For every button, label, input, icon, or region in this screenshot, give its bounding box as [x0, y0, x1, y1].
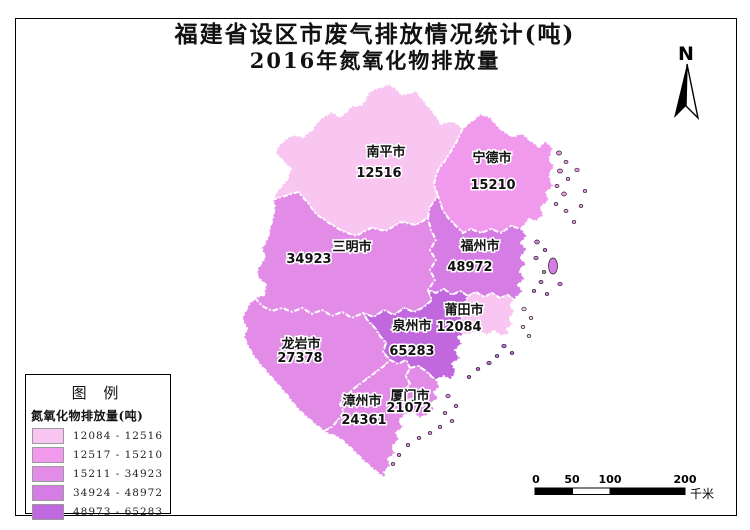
islands-fuzhou-coast — [531, 239, 563, 296]
north-arrow-label: N — [678, 43, 694, 65]
legend-subtitle: 氮氧化物排放量(吨) — [31, 409, 144, 423]
city-value-fuzhou: 48972 — [447, 260, 492, 275]
city-value-xiamen: 21072 — [386, 401, 431, 416]
scale-bar-segment-dark1 — [534, 487, 573, 495]
legend-swatch-class4 — [32, 484, 64, 501]
islands-zhangzhou-coast — [390, 393, 459, 466]
scale-tick-200: 200 — [674, 473, 697, 486]
map-subtitle: 2016年氮氧化物排放量 — [249, 48, 501, 74]
city-value-nanping: 12516 — [356, 166, 401, 181]
legend-title: 图 例 — [71, 384, 125, 402]
scale-bar: 0 50 100 200 千米 — [532, 473, 714, 501]
legend-range-class4: 34924 - 48972 — [73, 486, 164, 499]
city-label-zhangzhou: 漳州市 — [342, 393, 381, 409]
map-title: 福建省设区市废气排放情况统计(吨) — [174, 21, 576, 48]
city-label-longyan: 龙岩市 — [281, 336, 320, 352]
legend-box: 图 例 氮氧化物排放量(吨) 12084 - 12516 12517 - 152… — [25, 374, 171, 520]
scale-bar-segment-light — [572, 487, 611, 495]
city-label-sanming: 三明市 — [332, 239, 371, 255]
legend-row: 34924 - 48972 — [32, 484, 170, 501]
city-label-putian: 莆田市 — [444, 302, 483, 318]
legend-range-class5: 48973 - 65283 — [73, 505, 164, 518]
region-boundaries — [241, 83, 555, 479]
city-value-quanzhou: 65283 — [389, 344, 434, 359]
scale-bar-unit: 千米 — [690, 487, 714, 501]
islands-ningde-coast — [553, 150, 588, 224]
city-value-sanming: 34923 — [286, 252, 331, 267]
scale-bar-segment-dark2 — [609, 487, 686, 495]
city-value-putian: 12084 — [436, 320, 481, 335]
legend-range-class2: 12517 - 15210 — [73, 448, 164, 461]
city-labels: 南平市 12516 宁德市 15210 三明市 34923 福州市 48972 … — [276, 143, 517, 430]
scale-tick-0: 0 — [532, 473, 540, 486]
legend-swatch-class3 — [32, 465, 64, 482]
north-arrow-left-half — [674, 64, 687, 118]
islands-putian-coast — [520, 306, 534, 338]
city-label-fuzhou: 福州市 — [459, 238, 499, 254]
legend-row: 12517 - 15210 — [32, 446, 170, 463]
north-arrow: N — [674, 43, 700, 121]
city-label-xiamen: 厦门市 — [390, 388, 429, 404]
islands-quanzhou-coast — [466, 343, 515, 379]
city-label-ningde: 宁德市 — [472, 150, 511, 166]
city-label-nanping: 南平市 — [366, 144, 405, 160]
scale-tick-50: 50 — [564, 473, 580, 486]
legend-range-class1: 12084 - 12516 — [73, 429, 164, 442]
north-arrow-right-half — [685, 63, 700, 121]
title-block: 福建省设区市废气排放情况统计(吨) 2016年氮氧化物排放量 — [15, 21, 735, 74]
city-value-ningde: 15210 — [470, 178, 515, 193]
legend-swatch-class5 — [32, 503, 64, 520]
legend-swatch-class2 — [32, 446, 64, 463]
city-value-zhangzhou: 24361 — [341, 413, 386, 428]
legend-row: 12084 - 12516 — [32, 427, 170, 444]
city-value-longyan: 27378 — [277, 351, 322, 366]
legend-row: 48973 - 65283 — [32, 503, 170, 520]
scale-tick-100: 100 — [599, 473, 622, 486]
legend-swatch-class1 — [32, 427, 64, 444]
city-label-quanzhou: 泉州市 — [392, 318, 431, 334]
legend-row: 15211 - 34923 — [32, 465, 170, 482]
legend-range-class3: 15211 - 34923 — [73, 467, 164, 480]
